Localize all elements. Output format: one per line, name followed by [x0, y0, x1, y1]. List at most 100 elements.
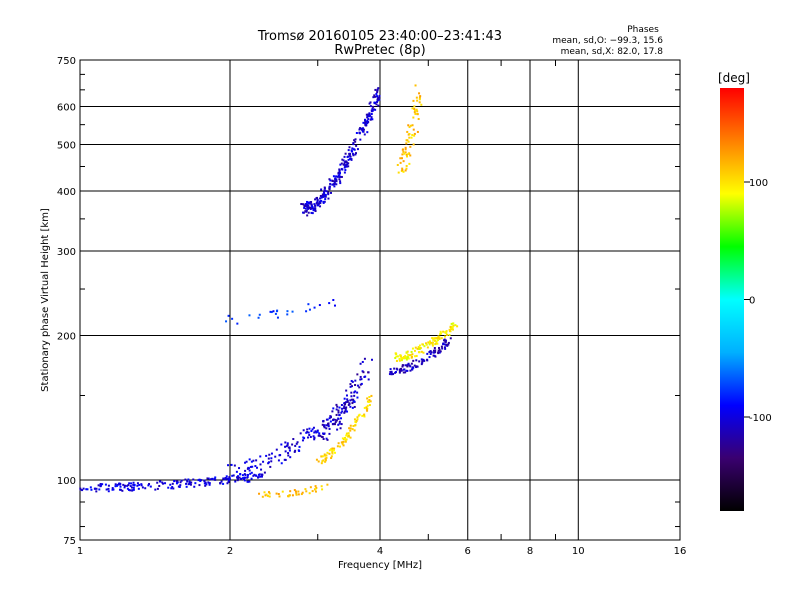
data-point: [412, 143, 415, 146]
data-point: [314, 198, 317, 201]
data-point: [348, 427, 351, 430]
data-point: [416, 99, 419, 102]
data-point: [370, 394, 373, 397]
data-point: [284, 441, 287, 444]
data-point: [398, 358, 401, 361]
data-point: [107, 487, 110, 490]
data-point: [346, 400, 349, 403]
data-point: [298, 445, 301, 448]
data-point: [417, 346, 420, 349]
data-point: [313, 306, 316, 309]
data-point: [325, 437, 328, 440]
data-point: [123, 484, 126, 487]
data-point: [431, 343, 434, 346]
data-point: [265, 493, 268, 496]
data-point: [171, 482, 174, 485]
data-point: [399, 157, 402, 160]
data-point: [340, 411, 343, 414]
data-point: [412, 128, 415, 131]
data-point: [236, 479, 239, 482]
data-point: [428, 356, 431, 359]
data-point: [321, 488, 324, 491]
data-point: [313, 203, 316, 206]
x-tick-label: 6: [465, 546, 471, 557]
data-point: [406, 130, 409, 133]
data-point: [339, 163, 342, 166]
data-point: [235, 470, 238, 473]
data-point: [417, 118, 420, 121]
data-point: [161, 481, 164, 484]
data-point: [291, 443, 294, 446]
data-point: [399, 161, 402, 164]
data-point: [137, 487, 140, 490]
data-point: [312, 426, 315, 429]
data-point: [394, 352, 397, 355]
data-point: [114, 485, 117, 488]
data-point: [329, 179, 332, 182]
data-point: [298, 449, 301, 452]
data-point: [81, 489, 84, 492]
data-point: [400, 356, 403, 359]
data-point: [313, 431, 316, 434]
data-point: [370, 116, 373, 119]
data-point: [304, 203, 307, 206]
data-point: [309, 435, 312, 438]
data-point: [306, 436, 309, 439]
data-point: [407, 124, 410, 127]
data-point: [451, 325, 454, 328]
data-point: [314, 207, 317, 210]
data-point: [251, 465, 254, 468]
data-point: [173, 480, 176, 483]
data-point: [338, 172, 341, 175]
data-point: [305, 203, 308, 206]
data-point: [132, 483, 135, 486]
data-point: [437, 339, 440, 342]
data-point: [413, 105, 416, 108]
data-point: [413, 349, 416, 352]
data-point: [437, 352, 440, 355]
data-point: [252, 474, 255, 477]
data-point: [396, 163, 399, 166]
data-point: [411, 366, 414, 369]
data-point: [346, 410, 349, 413]
data-point: [328, 449, 331, 452]
data-point: [366, 409, 369, 412]
data-point: [119, 488, 122, 491]
data-point: [208, 482, 211, 485]
data-point: [307, 431, 310, 434]
data-point: [398, 371, 401, 374]
data-point: [144, 487, 147, 490]
data-point: [213, 477, 216, 480]
data-point: [294, 444, 297, 447]
data-point: [339, 427, 342, 430]
data-point: [264, 494, 267, 497]
data-point: [418, 347, 421, 350]
data-point: [295, 442, 298, 445]
data-point: [409, 145, 412, 148]
data-point: [359, 362, 362, 365]
data-point: [336, 175, 339, 178]
data-point: [432, 338, 435, 341]
data-point: [225, 320, 228, 323]
data-point: [257, 316, 260, 319]
data-point: [327, 193, 330, 196]
data-point: [337, 411, 340, 414]
data-point: [376, 100, 379, 103]
data-point: [198, 484, 201, 487]
data-point: [248, 314, 251, 317]
data-point: [288, 449, 291, 452]
data-point: [331, 449, 334, 452]
data-point: [335, 178, 338, 181]
data-point: [406, 369, 409, 372]
data-point: [402, 150, 405, 153]
data-point: [175, 480, 178, 483]
data-point: [401, 153, 404, 156]
data-point: [336, 445, 339, 448]
data-point: [198, 478, 201, 481]
data-point: [338, 168, 341, 171]
data-point: [296, 441, 299, 444]
data-point: [367, 118, 370, 121]
data-point: [440, 337, 443, 340]
data-point: [289, 456, 292, 459]
data-point: [359, 127, 362, 130]
